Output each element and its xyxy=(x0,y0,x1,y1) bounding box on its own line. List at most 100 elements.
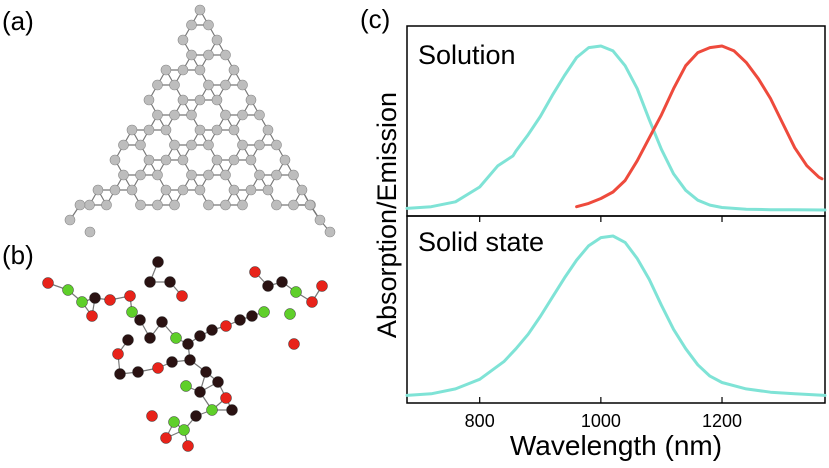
atom xyxy=(126,184,138,196)
atom xyxy=(212,376,224,388)
atom xyxy=(228,124,240,136)
atom xyxy=(186,19,197,31)
atom xyxy=(84,226,96,238)
atom xyxy=(304,199,316,211)
atom xyxy=(152,199,163,211)
atom xyxy=(194,4,206,16)
atom xyxy=(203,169,214,181)
atom xyxy=(262,124,274,136)
atom xyxy=(284,308,296,320)
atom xyxy=(271,199,282,211)
atom xyxy=(109,184,121,196)
atom xyxy=(262,280,274,292)
molecule-structure-b xyxy=(42,256,328,452)
atom xyxy=(104,294,116,306)
atom xyxy=(132,366,144,378)
atom xyxy=(169,79,180,91)
atom xyxy=(160,124,172,136)
atom xyxy=(152,79,163,91)
atom xyxy=(169,139,180,151)
atom xyxy=(254,109,265,121)
panel-label-a: (a) xyxy=(2,6,34,36)
atom xyxy=(76,296,88,308)
atom xyxy=(288,338,300,350)
atom xyxy=(135,139,146,151)
atom xyxy=(245,154,257,166)
atom xyxy=(245,184,257,196)
atom xyxy=(220,199,231,211)
x-tick-label: 1200 xyxy=(702,411,742,431)
atom xyxy=(211,124,223,136)
atom xyxy=(228,154,240,166)
atom xyxy=(254,139,265,151)
atom xyxy=(220,49,231,61)
atom xyxy=(246,310,258,322)
atom xyxy=(220,79,231,91)
top-absorption-line xyxy=(405,44,827,212)
atom xyxy=(86,310,98,322)
atom xyxy=(122,334,134,346)
atom xyxy=(143,154,155,166)
chart-frame-bottom xyxy=(406,215,826,404)
atom xyxy=(237,199,248,211)
atom xyxy=(220,320,232,332)
atom xyxy=(169,199,180,211)
atom xyxy=(186,139,197,151)
atom xyxy=(176,290,188,302)
atom xyxy=(160,64,172,76)
atom xyxy=(203,49,214,61)
atom xyxy=(258,306,270,318)
atom xyxy=(314,214,326,226)
atom xyxy=(64,214,76,226)
atom xyxy=(152,169,163,181)
atom xyxy=(220,392,232,404)
atom xyxy=(166,356,178,368)
atom xyxy=(152,362,164,374)
atom xyxy=(254,169,265,181)
atom xyxy=(194,330,206,342)
atom xyxy=(180,380,192,392)
atom xyxy=(220,109,231,121)
atom xyxy=(279,154,291,166)
atom xyxy=(152,256,164,268)
atom xyxy=(296,184,308,196)
atom xyxy=(160,154,172,166)
atom xyxy=(324,226,336,238)
atom xyxy=(118,169,129,181)
atom xyxy=(237,79,248,91)
atom xyxy=(316,280,328,292)
atom xyxy=(194,386,206,398)
atom xyxy=(126,124,138,136)
atom xyxy=(194,94,206,106)
atom xyxy=(42,277,54,289)
atom xyxy=(194,124,206,136)
atom xyxy=(177,184,189,196)
atom xyxy=(190,410,202,422)
atom xyxy=(203,139,214,151)
top-series-group xyxy=(405,44,827,212)
atom xyxy=(234,314,246,326)
atom xyxy=(89,292,101,304)
panel-label-b: (b) xyxy=(2,240,34,270)
atom xyxy=(249,266,261,278)
atom xyxy=(271,169,282,181)
atom xyxy=(118,139,129,151)
atom xyxy=(152,109,163,121)
atom xyxy=(177,34,189,46)
atom xyxy=(245,94,257,106)
atom xyxy=(112,348,124,360)
atom xyxy=(228,64,240,76)
atom xyxy=(182,440,194,452)
atom xyxy=(144,276,156,288)
atom xyxy=(177,94,189,106)
atom xyxy=(164,276,176,288)
panel-title-solid-state: Solid state xyxy=(418,227,544,257)
atom xyxy=(200,366,212,378)
bottom-series-group xyxy=(405,234,827,397)
atom xyxy=(194,64,206,76)
atom xyxy=(306,296,318,308)
atom xyxy=(237,139,248,151)
atom xyxy=(186,169,197,181)
atom xyxy=(170,332,182,344)
